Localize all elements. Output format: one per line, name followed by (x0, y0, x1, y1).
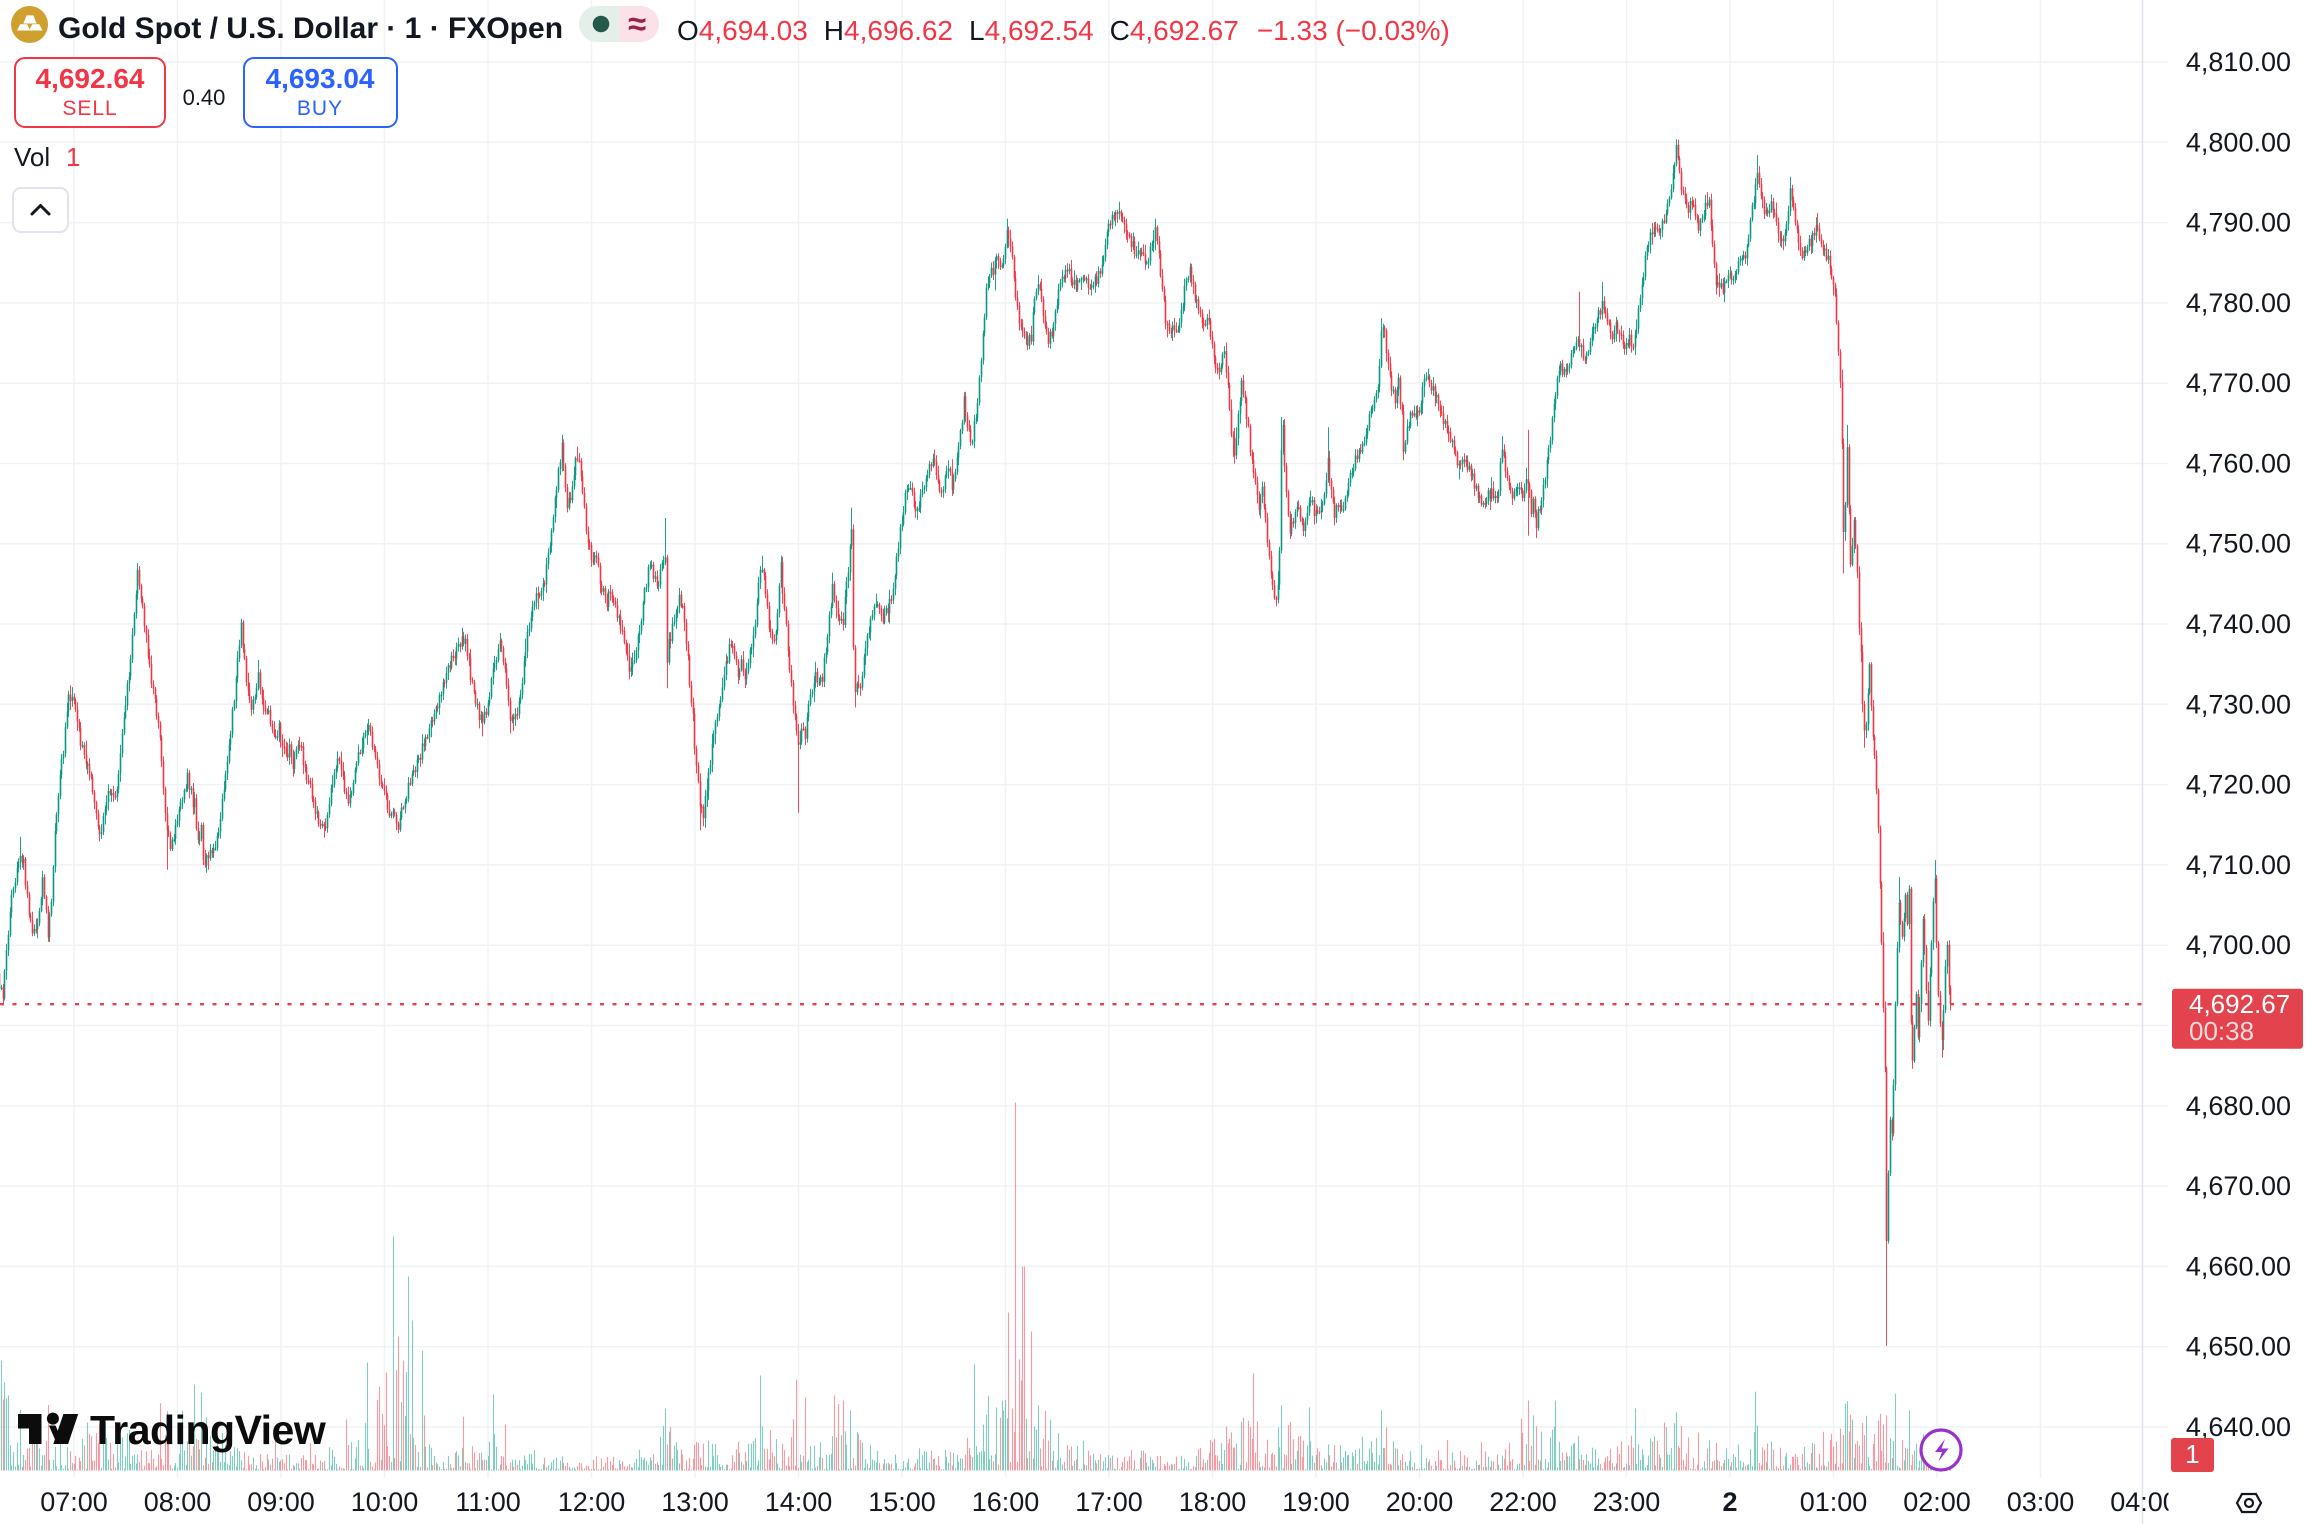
svg-text:4,790.00: 4,790.00 (2186, 208, 2291, 238)
svg-text:23:00: 23:00 (1593, 1487, 1661, 1517)
svg-text:4,720.00: 4,720.00 (2186, 770, 2291, 800)
svg-text:4,810.00: 4,810.00 (2186, 47, 2291, 77)
svg-text:2: 2 (1722, 1487, 1737, 1517)
svg-text:07:00: 07:00 (40, 1487, 108, 1517)
svg-text:≈: ≈ (628, 5, 646, 42)
svg-text:22:00: 22:00 (1489, 1487, 1557, 1517)
svg-text:TradingView: TradingView (90, 1407, 326, 1453)
svg-text:4,660.00: 4,660.00 (2186, 1251, 2291, 1281)
svg-text:1: 1 (66, 142, 80, 172)
svg-text:15:00: 15:00 (868, 1487, 936, 1517)
svg-text:03:00: 03:00 (2007, 1487, 2075, 1517)
svg-text:10:00: 10:00 (351, 1487, 419, 1517)
svg-text:SELL: SELL (62, 97, 117, 120)
svg-text:1: 1 (2185, 1439, 2199, 1469)
svg-text:00:38: 00:38 (2189, 1016, 2254, 1046)
svg-text:04:00: 04:00 (2110, 1487, 2178, 1517)
svg-text:19:00: 19:00 (1282, 1487, 1350, 1517)
svg-text:17:00: 17:00 (1075, 1487, 1143, 1517)
svg-text:4,692.67: 4,692.67 (2189, 989, 2290, 1019)
svg-text:4,730.00: 4,730.00 (2186, 689, 2291, 719)
svg-text:11:00: 11:00 (455, 1487, 521, 1517)
svg-text:4,680.00: 4,680.00 (2186, 1091, 2291, 1121)
svg-text:18:00: 18:00 (1179, 1487, 1247, 1517)
svg-text:4,670.00: 4,670.00 (2186, 1171, 2291, 1201)
svg-text:4,693.04: 4,693.04 (266, 63, 375, 94)
svg-text:14:00: 14:00 (765, 1487, 833, 1517)
svg-text:01:00: 01:00 (1800, 1487, 1868, 1517)
svg-text:4,650.00: 4,650.00 (2186, 1332, 2291, 1362)
svg-text:4,800.00: 4,800.00 (2186, 127, 2291, 157)
svg-text:0.40: 0.40 (183, 85, 226, 110)
svg-text:4,692.64: 4,692.64 (36, 63, 145, 94)
svg-text:20:00: 20:00 (1386, 1487, 1454, 1517)
svg-text:16:00: 16:00 (972, 1487, 1040, 1517)
svg-text:4,640.00: 4,640.00 (2186, 1412, 2291, 1442)
svg-text:4,700.00: 4,700.00 (2186, 930, 2291, 960)
svg-text:Gold Spot / U.S. Dollar · 1 ·: Gold Spot / U.S. Dollar · 1 · FXOpen (58, 12, 563, 45)
svg-text:13:00: 13:00 (661, 1487, 729, 1517)
svg-text:09:00: 09:00 (247, 1487, 315, 1517)
svg-text:4,780.00: 4,780.00 (2186, 288, 2291, 318)
svg-text:4,710.00: 4,710.00 (2186, 850, 2291, 880)
svg-text:4,770.00: 4,770.00 (2186, 368, 2291, 398)
svg-text:Vol: Vol (14, 142, 50, 172)
svg-text:BUY: BUY (297, 97, 343, 120)
svg-text:12:00: 12:00 (558, 1487, 626, 1517)
svg-text:4,740.00: 4,740.00 (2186, 609, 2291, 639)
svg-text:4,760.00: 4,760.00 (2186, 448, 2291, 478)
svg-text:08:00: 08:00 (144, 1487, 212, 1517)
svg-text:4,750.00: 4,750.00 (2186, 529, 2291, 559)
svg-text:02:00: 02:00 (1903, 1487, 1971, 1517)
